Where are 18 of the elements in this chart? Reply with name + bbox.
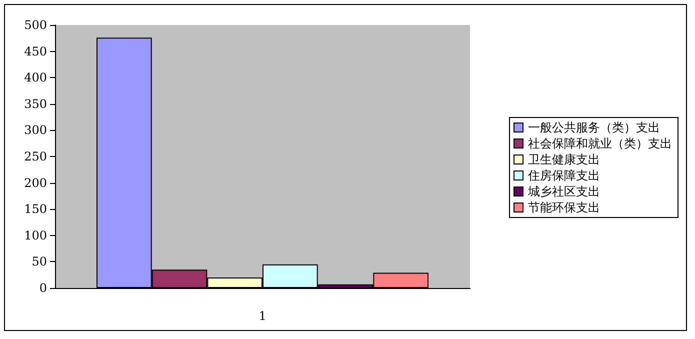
y-tick-label: 50 [32,254,47,269]
y-tick-label: 450 [24,44,47,58]
legend-label: 城乡社区支出 [527,184,600,198]
y-tick-label: 250 [24,150,47,164]
legend-label: 节能环保支出 [528,200,600,214]
x-tick-label: 1 [258,309,266,323]
y-tick-label: 150 [24,202,47,216]
y-tick-label: 100 [24,228,47,242]
y-tick-label: 350 [24,96,47,111]
legend-label: 社会保障和就业（类）支出 [528,136,672,150]
y-tick-label: 300 [24,123,47,138]
y-tick-label: 0 [39,281,47,295]
y-tick-label: 200 [24,176,47,190]
legend-label: 卫生健康支出 [528,152,600,166]
legend-label: 一般公共服务（类）支出 [528,120,660,134]
y-tick-label: 500 [24,18,47,32]
y-tick-label: 400 [24,70,47,85]
legend-label: 住房保障支出 [527,168,600,182]
